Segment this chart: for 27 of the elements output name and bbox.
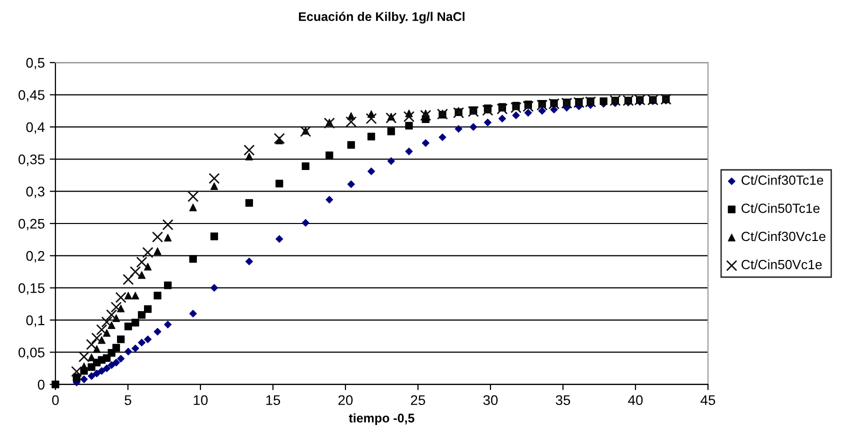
x-tick-label: 5 <box>124 395 132 406</box>
legend-label: Ct/Cin50Vc1e <box>742 260 822 270</box>
x-tick-label: 0 <box>52 395 59 406</box>
legend-label: Ct/Cin50Tc1e <box>742 203 820 213</box>
y-tick-label: 0,1 <box>26 315 44 327</box>
x-tick-label: 25 <box>410 395 426 406</box>
legend-label: Ct/Cinf30Tc1e <box>742 175 824 185</box>
x-tick-label: 10 <box>194 395 208 406</box>
y-tick-label: 0,25 <box>18 218 44 230</box>
x-tick-label: 15 <box>266 395 280 406</box>
x-tick-label: 35 <box>556 395 570 406</box>
y-tick-label: 0,5 <box>26 58 44 70</box>
x-tick-label: 45 <box>700 395 716 406</box>
y-tick-label: 0,3 <box>26 186 44 198</box>
x-tick-label: 30 <box>483 395 498 406</box>
y-tick-label: 0,4 <box>26 122 45 134</box>
y-tick-label: 0 <box>38 380 44 390</box>
x-tick-label: 40 <box>628 395 643 406</box>
y-tick-label: 0,05 <box>18 348 44 360</box>
y-tick-label: 0,15 <box>18 283 44 295</box>
y-tick-label: 0,45 <box>18 90 44 102</box>
x-tick-label: 20 <box>338 395 353 406</box>
y-tick-label: 0,2 <box>26 251 44 262</box>
legend-label: Ct/Cinf30Vc1e <box>742 231 826 242</box>
x-axis-title: tiempo -0,5 <box>348 413 414 425</box>
y-tick-label: 0,35 <box>18 154 44 166</box>
chart-title: Ecuación de Kilby. 1g/l NaCl <box>298 12 464 24</box>
